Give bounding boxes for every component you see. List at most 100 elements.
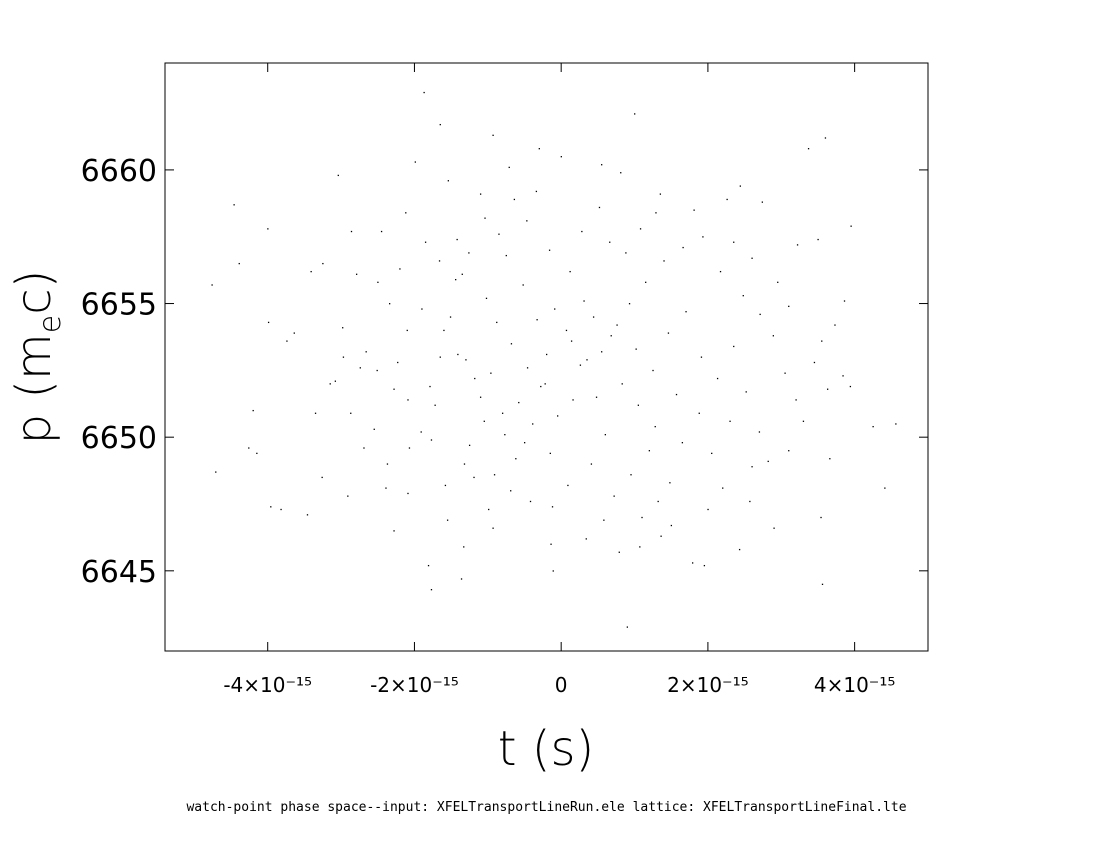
data-point-44 [620,172,622,174]
data-point-55 [843,300,846,302]
data-point-187 [473,476,475,479]
data-point-58 [849,385,852,388]
data-point-23 [350,412,352,414]
data-point-20 [334,380,337,382]
data-point-128 [784,372,786,374]
data-point-205 [554,308,556,310]
data-point-219 [399,268,401,270]
data-point-67 [749,500,751,503]
x-axis-title: t (s) [498,721,595,777]
data-point-87 [430,439,433,441]
data-point-102 [522,284,524,286]
data-point-96 [493,474,496,476]
data-point-107 [569,270,571,273]
data-point-33 [423,91,425,94]
data-point-78 [463,546,465,548]
data-point-48 [739,185,741,187]
data-point-177 [625,252,627,254]
data-point-199 [821,340,823,342]
data-point-210 [654,425,656,428]
data-point-212 [549,452,551,455]
data-point-186 [488,508,490,511]
data-point-22 [359,367,361,369]
data-point-75 [552,570,554,572]
data-point-13 [286,340,288,342]
data-points [211,91,897,628]
data-point-56 [834,324,836,326]
data-point-28 [407,492,409,495]
data-point-155 [455,278,457,281]
data-point-135 [663,260,665,262]
data-point-54 [850,225,852,227]
data-point-26 [385,487,387,489]
data-point-63 [829,458,831,460]
data-point-88 [429,385,431,388]
data-point-145 [733,345,735,348]
data-point-24 [363,447,365,449]
data-point-90 [449,316,452,318]
data-point-112 [604,434,606,436]
data-point-218 [421,308,423,310]
data-point-115 [551,506,554,508]
data-point-175 [598,206,601,209]
data-point-27 [393,530,395,532]
data-point-163 [373,428,375,430]
data-point-201 [777,281,779,283]
data-point-154 [485,297,488,299]
data-point-12 [321,476,323,479]
data-point-92 [468,252,470,254]
data-point-143 [700,356,703,358]
data-point-77 [492,527,494,529]
data-point-69 [703,564,706,567]
data-point-134 [682,246,684,249]
data-point-214 [501,412,504,414]
data-point-57 [842,375,844,377]
caption: watch-point phase space--input: XFELTran… [186,800,907,815]
data-point-25 [347,495,349,497]
data-point-148 [572,399,574,401]
data-point-81 [388,303,391,305]
data-point-82 [406,329,408,332]
data-point-139 [635,348,637,350]
data-point-207 [610,335,612,337]
data-point-193 [722,487,724,489]
data-point-34 [439,123,441,126]
data-point-106 [548,249,551,251]
data-point-209 [637,404,640,406]
data-point-169 [490,372,492,374]
data-point-173 [376,369,378,372]
data-point-118 [648,450,651,452]
data-point-62 [884,487,886,489]
plot-frame [164,62,929,652]
data-point-104 [498,233,500,235]
data-point-188 [585,538,587,540]
x-tick-label-0: -4×10⁻¹⁵ [223,673,312,697]
data-point-64 [820,516,822,519]
x-tick-label-1: -2×10⁻¹⁵ [370,673,459,697]
data-point-194 [751,466,753,468]
data-point-153 [496,321,498,324]
data-point-174 [581,230,583,233]
data-point-91 [461,273,463,275]
data-point-36 [447,180,449,182]
x-ticks: -4×10⁻¹⁵ -2×10⁻¹⁵ 0 2×10⁻¹⁵ 4×10⁻¹⁵ [223,63,895,697]
data-point-170 [457,353,459,356]
data-point-37 [479,193,482,195]
data-point-159 [365,351,367,353]
data-point-130 [759,313,761,316]
data-point-98 [532,423,534,425]
y-axis-title-main: p (m [6,333,62,444]
data-point-217 [443,329,445,332]
data-point-80 [377,281,379,283]
x-tick-label-2: 0 [555,673,568,697]
data-point-10 [280,508,282,511]
data-point-167 [504,434,506,436]
data-point-204 [570,340,573,342]
data-point-29 [427,564,430,567]
data-point-31 [460,578,463,580]
y-tick-label-1: 6650 [81,421,157,456]
data-point-164 [386,463,389,465]
data-point-157 [424,241,427,243]
data-point-68 [738,548,741,551]
